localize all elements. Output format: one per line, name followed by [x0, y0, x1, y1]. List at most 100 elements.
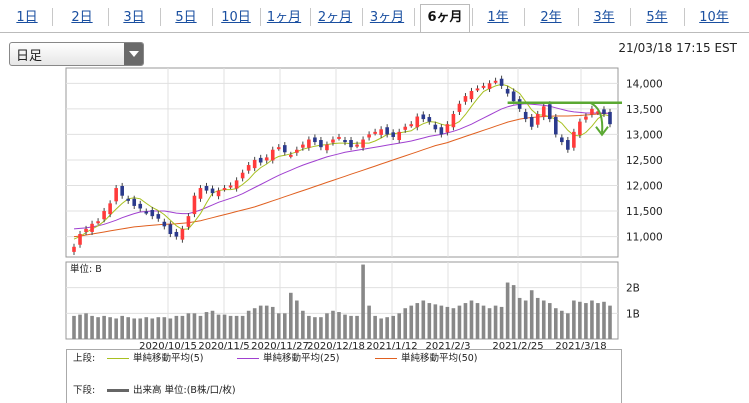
candle-body	[90, 223, 94, 232]
candle-body	[397, 131, 402, 141]
tab-1[interactable]: 1日	[16, 10, 38, 25]
volume-bar	[590, 300, 594, 339]
candle-body	[138, 203, 143, 209]
volume-tick-label: 1B	[626, 308, 640, 320]
volume-bar	[349, 315, 353, 339]
volume-bar	[403, 308, 408, 339]
candle-body	[487, 83, 492, 89]
candle-body	[204, 185, 209, 191]
volume-bar	[96, 317, 100, 339]
price-tick-label: 13,000	[626, 129, 663, 141]
candle-body	[192, 195, 197, 215]
tab-14[interactable]: 10年	[699, 10, 729, 25]
volume-bar	[150, 318, 155, 339]
tab-6[interactable]: 1ヶ月	[266, 10, 302, 25]
candle-body	[463, 96, 468, 102]
tab-separator	[362, 8, 363, 26]
candle-body	[560, 137, 564, 143]
tab-10[interactable]: 1年	[487, 10, 509, 25]
volume-bar	[204, 312, 209, 339]
volume-bar	[289, 292, 293, 339]
tab-2[interactable]: 2日	[71, 10, 93, 25]
trend-arrow	[589, 101, 604, 133]
candle-body	[590, 108, 594, 115]
volume-bar	[198, 315, 203, 339]
tab-4[interactable]: 5日	[175, 10, 197, 25]
volume-tick-label: 2B	[626, 283, 640, 295]
tab-5[interactable]: 10日	[221, 10, 251, 25]
candle-body	[337, 136, 341, 139]
tab-separator	[630, 8, 631, 26]
candle-body	[270, 149, 275, 161]
volume-bar	[162, 317, 167, 339]
candle-body	[596, 111, 600, 114]
price-tick-label: 13,500	[626, 104, 663, 116]
volume-bar	[463, 303, 468, 339]
candle-body	[84, 228, 88, 232]
candle-body	[102, 211, 106, 220]
volume-bar	[90, 315, 94, 339]
candle-body	[349, 140, 353, 148]
volume-bar	[523, 300, 528, 339]
candle-body	[361, 139, 365, 148]
volume-bar	[493, 305, 498, 339]
candle-body	[578, 121, 582, 135]
candle-body	[331, 139, 335, 143]
candle-body	[355, 144, 359, 147]
volume-bar	[72, 315, 76, 339]
volume-bar	[337, 312, 341, 339]
volume-panel-frame	[65, 261, 619, 340]
volume-bar	[355, 315, 359, 339]
candle-body	[511, 91, 516, 102]
volume-bar	[517, 297, 522, 339]
candle-body	[150, 210, 155, 217]
tab-separator	[310, 8, 311, 26]
candle-body	[144, 211, 149, 214]
volume-bar	[174, 315, 179, 339]
tab-12[interactable]: 3年	[593, 10, 615, 25]
legend-ma50: 単純移動平均(50)	[375, 352, 478, 366]
volume-bar	[102, 315, 106, 339]
candle-body	[439, 127, 444, 135]
volume-bar	[180, 315, 185, 339]
price-tick-label: 11,000	[626, 232, 663, 244]
chart-timestamp: 21/03/18 17:15 EST	[618, 41, 737, 55]
volume-bar	[379, 318, 383, 339]
tab-separator	[524, 8, 525, 26]
tab-11[interactable]: 2年	[540, 10, 562, 25]
tab-9[interactable]: 6ヶ月	[420, 4, 470, 33]
candle-body	[198, 188, 203, 199]
volume-bar	[301, 310, 305, 339]
volume-bar	[331, 310, 335, 339]
candle-body	[186, 216, 191, 227]
candle-body	[162, 221, 167, 227]
tab-8[interactable]: 3ヶ月	[369, 10, 405, 25]
candle-body	[427, 117, 432, 122]
candle-body	[252, 159, 257, 169]
tab-13[interactable]: 5年	[646, 10, 668, 25]
volume-bar	[457, 305, 462, 339]
candle-body	[373, 131, 377, 134]
volume-bar	[367, 305, 371, 339]
volume-bar	[252, 308, 257, 339]
tab-7[interactable]: 2ヶ月	[317, 10, 353, 25]
candle-body	[541, 106, 546, 118]
date-tick-label: 2021/2/3	[426, 341, 471, 350]
volume-bar	[138, 318, 143, 339]
tab-separator	[108, 8, 109, 26]
candle-body	[469, 90, 474, 100]
chart-interval-select[interactable]: 日足	[9, 42, 144, 66]
volume-bar	[397, 313, 402, 339]
ma25-line-icon	[237, 358, 259, 359]
candle-body	[421, 114, 426, 120]
tab-3[interactable]: 3日	[123, 10, 145, 25]
chevron-down-icon[interactable]	[124, 43, 143, 65]
volume-bar	[433, 304, 438, 339]
price-tick-label: 11,500	[626, 206, 663, 218]
volume-bar	[409, 305, 414, 339]
tab-separator	[684, 8, 685, 26]
candle-body	[108, 203, 112, 215]
candle-body	[276, 147, 281, 150]
volume-bar	[361, 264, 365, 339]
volume-bar	[451, 308, 456, 339]
